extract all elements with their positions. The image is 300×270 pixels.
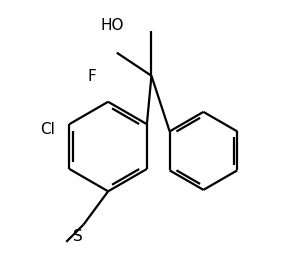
Text: HO: HO [100,18,124,33]
Text: F: F [88,69,97,84]
Text: S: S [73,229,83,244]
Text: Cl: Cl [40,122,55,137]
